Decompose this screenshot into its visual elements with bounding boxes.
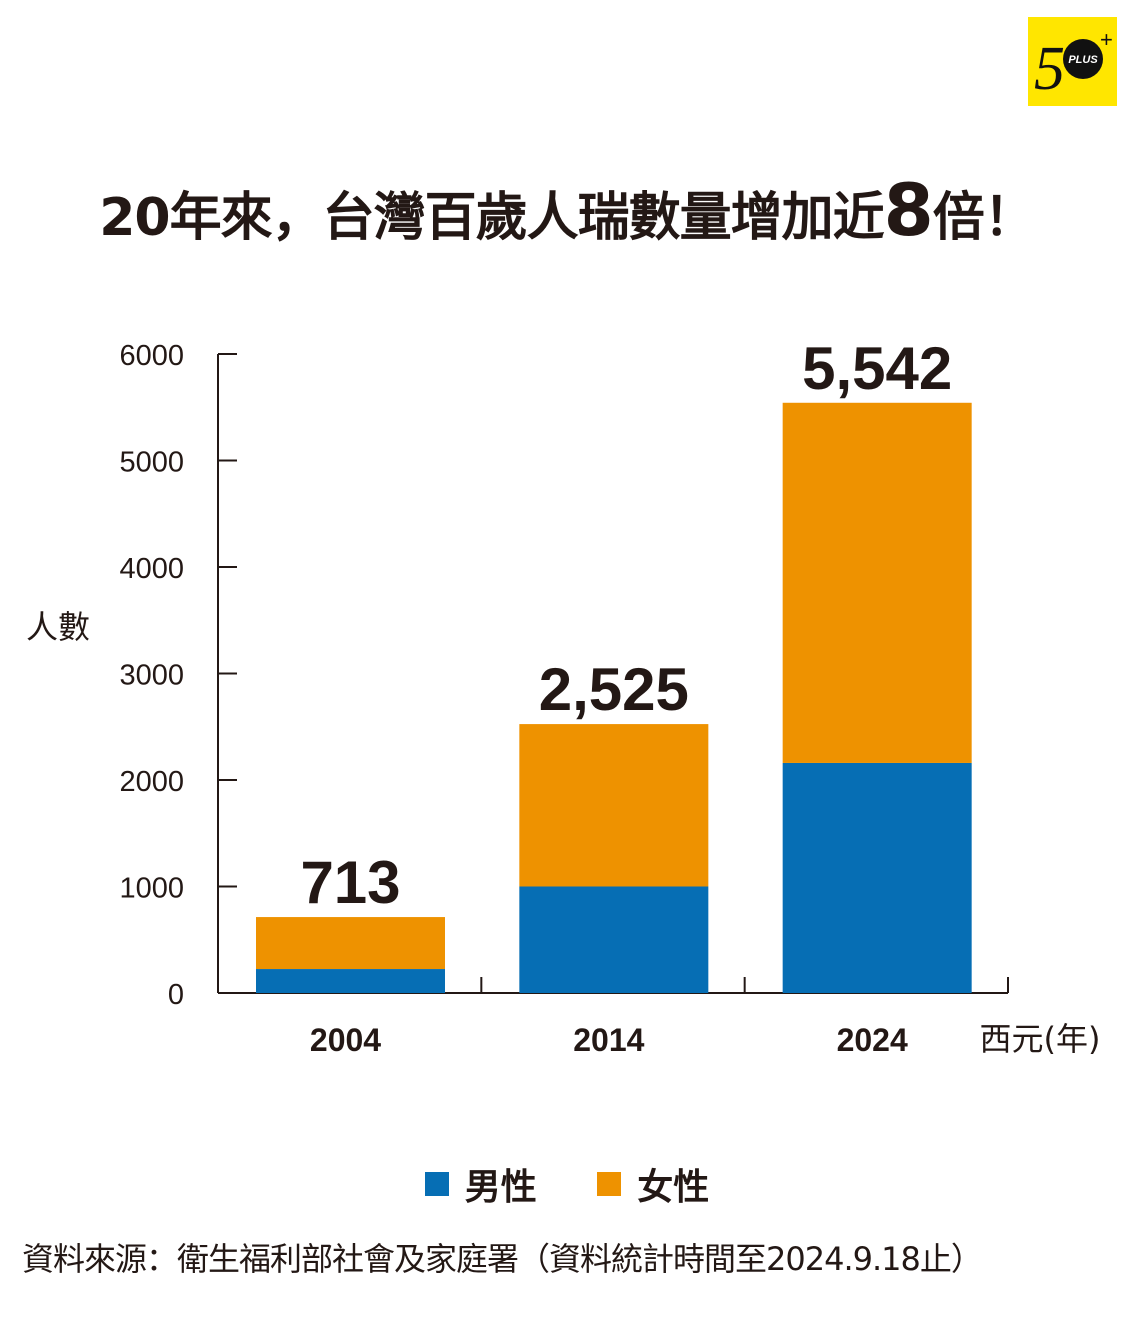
legend-item-female: 女性 xyxy=(597,1158,709,1210)
legend: 男性 女性 xyxy=(0,1158,1134,1210)
bar-male-2004 xyxy=(256,969,445,993)
legend-item-male: 男性 xyxy=(424,1158,537,1210)
bar-female-2004 xyxy=(256,917,445,970)
title-highlight: 8 xyxy=(883,168,934,252)
y-tick-label: 0 xyxy=(168,979,184,1011)
title-text-end: 倍！ xyxy=(932,188,1036,248)
y-tick-label: 4000 xyxy=(119,553,184,585)
legend-swatch xyxy=(424,1172,449,1196)
bar-female-2024 xyxy=(782,402,972,763)
chart-title: 20年來，台灣百歲人瑞數量增加近8倍！ xyxy=(0,168,1134,252)
legend-label: 女性 xyxy=(637,1167,710,1208)
total-label: 713 xyxy=(300,849,400,916)
svg-text:+: + xyxy=(1100,27,1113,52)
y-axis-label: 人數 xyxy=(26,608,90,646)
total-label: 5,542 xyxy=(802,335,952,402)
legend-swatch xyxy=(597,1172,622,1196)
legend-label: 男性 xyxy=(464,1167,537,1208)
y-tick-label: 6000 xyxy=(119,340,184,372)
title-text: 20年來，台灣百歲人瑞數量增加近 xyxy=(99,188,884,248)
x-tick-label: 2004 xyxy=(310,1022,381,1058)
total-label: 2,525 xyxy=(539,656,689,723)
y-tick-label: 1000 xyxy=(119,873,184,905)
y-tick-label: 5000 xyxy=(119,447,184,479)
x-tick-label: 2024 xyxy=(837,1022,908,1058)
stacked-bar-chart: 0 1000 2000 3000 4000 5000 6000 713 2004 2,525 201… xyxy=(26,335,1101,1058)
source-note: 資料來源：衛生福利部社會及家庭署（資料統計時間至2024.9.18止） xyxy=(22,1240,983,1278)
y-tick-label: 2000 xyxy=(119,766,184,798)
bar-male-2014 xyxy=(519,886,709,993)
svg-text:PLUS: PLUS xyxy=(1068,54,1098,66)
x-tick-label: 2014 xyxy=(573,1022,644,1058)
y-tick-label: 3000 xyxy=(119,660,184,692)
50plus-logo: 5 PLUS + xyxy=(1028,17,1117,106)
bar-female-2014 xyxy=(519,724,709,887)
x-axis-label: 西元(年) xyxy=(980,1020,1101,1058)
svg-text:5: 5 xyxy=(1034,35,1065,103)
bar-male-2024 xyxy=(782,762,972,993)
